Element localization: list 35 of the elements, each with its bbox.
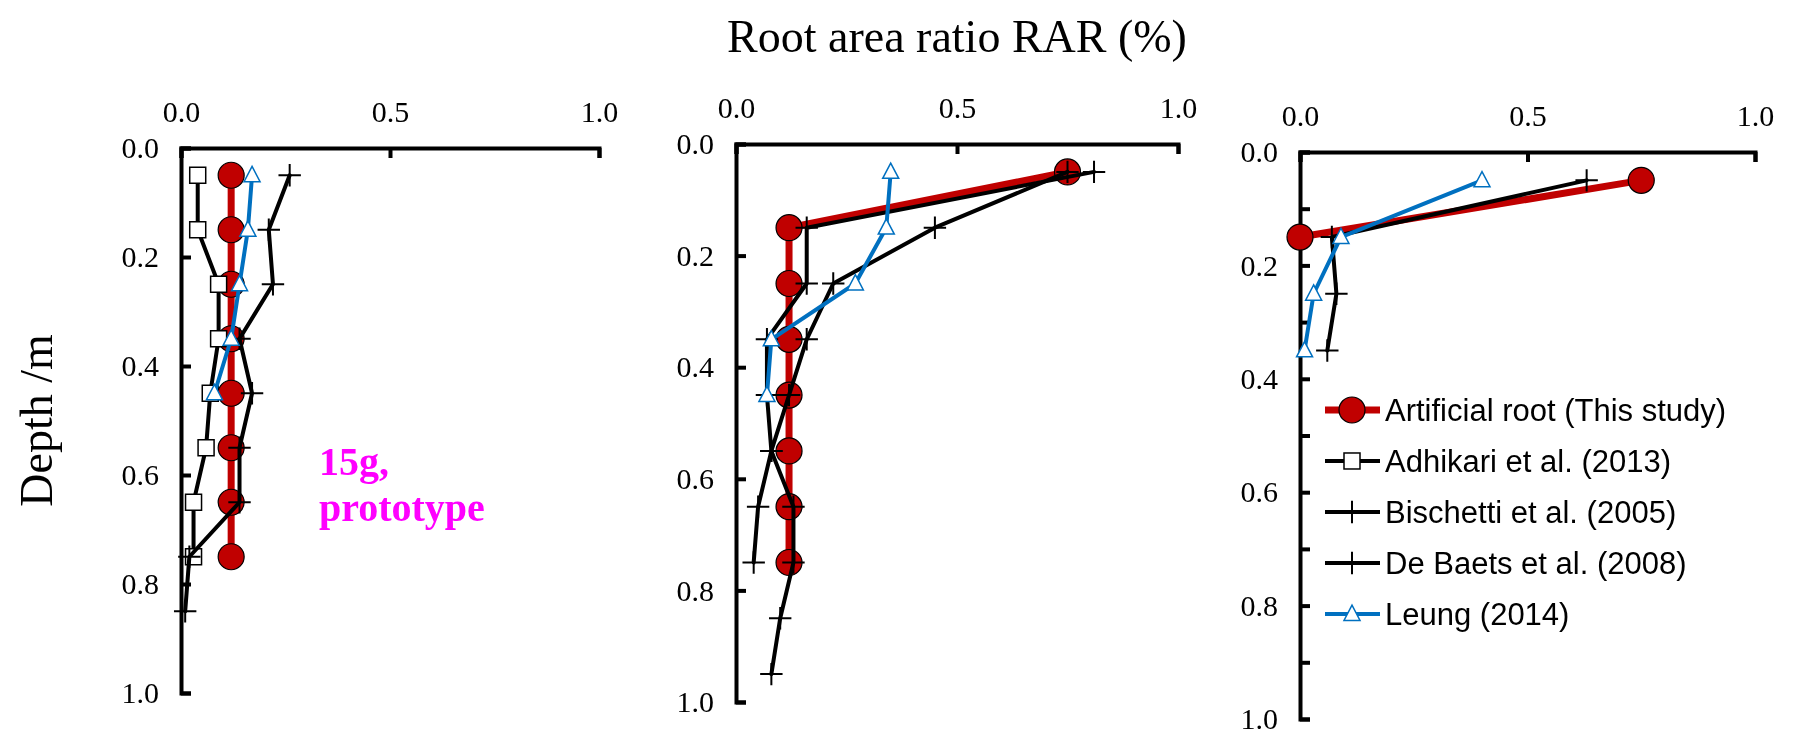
- y-tick-label: 0.6: [1240, 475, 1278, 509]
- y-tick-label: 0.0: [1240, 135, 1278, 169]
- y-tick-label: 0.6: [676, 461, 714, 495]
- y-tick-label: 0.4: [1240, 361, 1278, 395]
- x-tick-label: 1.0: [1736, 99, 1775, 132]
- y-tick-label: 1.0: [121, 676, 159, 710]
- y-tick-label: 0.2: [676, 238, 714, 272]
- y-tick-label: 0.4: [676, 350, 714, 384]
- x-tick-label: 0.0: [1281, 99, 1320, 132]
- y-axis-title: Depth /m: [11, 334, 62, 507]
- legend-label: Adhikari et al. (2013): [1385, 443, 1672, 479]
- y-tick-label: 0.4: [121, 349, 159, 383]
- x-axis-title: Root area ratio RAR (%): [727, 11, 1187, 62]
- x-tick-label: 0.0: [162, 95, 201, 128]
- x-tick-label: 1.0: [580, 95, 619, 128]
- legend-label: Artificial root (This study): [1385, 392, 1727, 428]
- legend-label: Leung (2014): [1385, 596, 1570, 632]
- y-tick-label: 1.0: [1240, 702, 1278, 736]
- y-tick-label: 0.6: [121, 458, 159, 492]
- x-tick-label: 0.0: [717, 91, 756, 124]
- x-tick-label: 0.5: [371, 95, 410, 128]
- legend-label: Bischetti et al. (2005): [1385, 494, 1677, 530]
- x-tick-label: 0.5: [1509, 99, 1547, 132]
- y-tick-label: 0.0: [121, 131, 159, 165]
- x-tick-label: 1.0: [1159, 91, 1198, 124]
- y-tick-label: 0.8: [121, 567, 159, 601]
- y-tick-label: 1.0: [676, 685, 714, 719]
- y-tick-label: 0.2: [121, 240, 159, 274]
- x-tick-label: 0.5: [938, 91, 977, 124]
- annotation: 15g, prototype: [318, 439, 485, 530]
- legend-label: De Baets et al. (2008): [1385, 545, 1687, 581]
- y-tick-label: 0.2: [1240, 248, 1278, 282]
- y-tick-label: 0.8: [676, 573, 714, 607]
- y-tick-label: 0.0: [676, 127, 714, 161]
- y-tick-label: 0.8: [1240, 588, 1278, 622]
